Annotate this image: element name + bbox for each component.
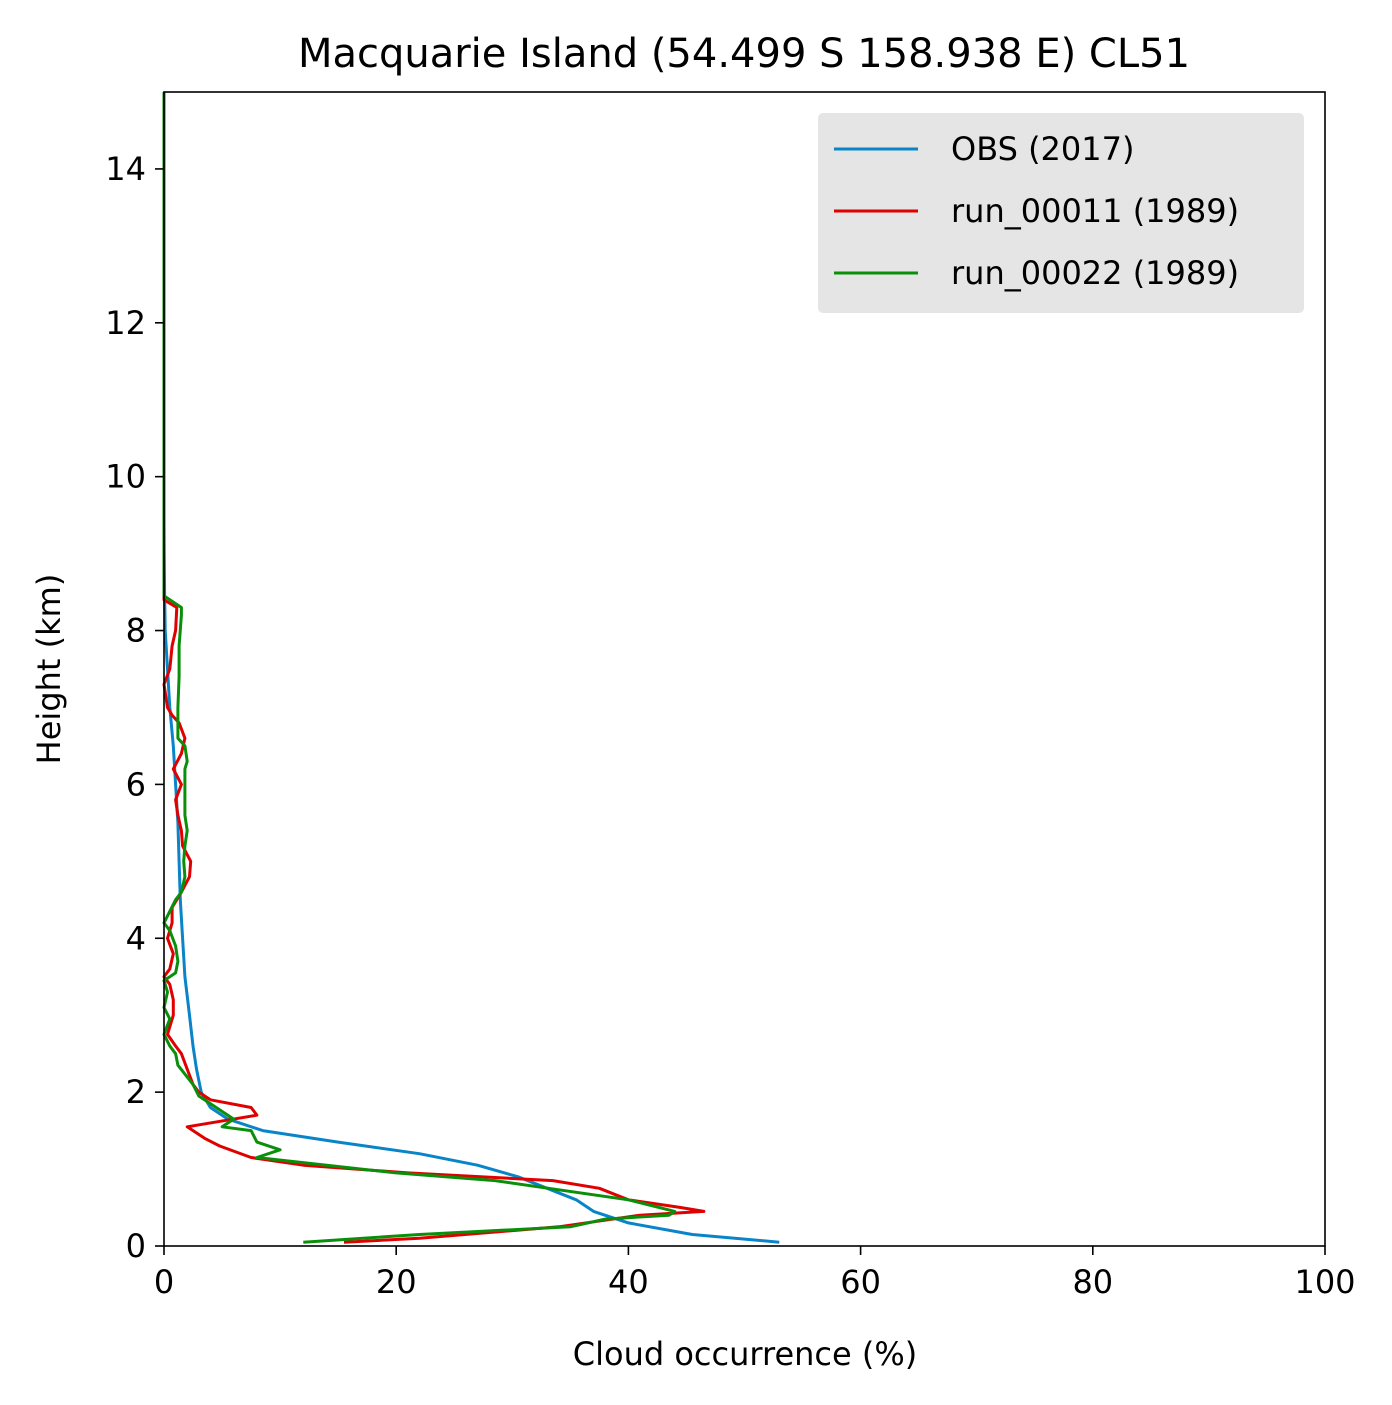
y-axis-label: Height (km) <box>30 574 68 765</box>
x-tick-label: 80 <box>1072 1263 1113 1301</box>
x-axis: 0 20 40 60 80 100 <box>154 1246 1356 1301</box>
x-tick-label: 0 <box>154 1263 174 1301</box>
plot-lines <box>162 92 780 1244</box>
x-tick-label: 100 <box>1294 1263 1355 1301</box>
y-tick-label: 10 <box>105 458 146 496</box>
y-tick-label: 12 <box>105 304 146 342</box>
x-axis-label: Cloud occurrence (%) <box>573 1335 917 1373</box>
y-tick-label: 14 <box>105 150 146 188</box>
x-tick-label: 40 <box>608 1263 649 1301</box>
legend-label-2: run_00011 (1989) <box>951 192 1239 230</box>
legend: OBS (2017) run_00011 (1989) run_00022 (198… <box>818 113 1304 313</box>
y-tick-label: 8 <box>126 612 146 650</box>
legend-box <box>818 113 1304 313</box>
series-line-3 <box>162 92 677 1244</box>
legend-label-1: OBS (2017) <box>951 130 1134 168</box>
y-tick-label: 4 <box>126 919 146 957</box>
y-tick-label: 2 <box>126 1073 146 1111</box>
y-tick-label: 0 <box>126 1227 146 1265</box>
x-tick-label: 20 <box>376 1263 417 1301</box>
x-tick-label: 60 <box>840 1263 881 1301</box>
chart-title: Macquarie Island (54.499 S 158.938 E) CL… <box>298 31 1190 77</box>
plot-frame <box>163 91 1326 1247</box>
series-line-2 <box>162 92 706 1244</box>
y-tick-label: 6 <box>126 765 146 803</box>
series-line-1 <box>162 92 780 1244</box>
legend-label-3: run_00022 (1989) <box>951 254 1239 292</box>
y-axis: 0 2 4 6 8 10 12 14 <box>105 150 164 1265</box>
